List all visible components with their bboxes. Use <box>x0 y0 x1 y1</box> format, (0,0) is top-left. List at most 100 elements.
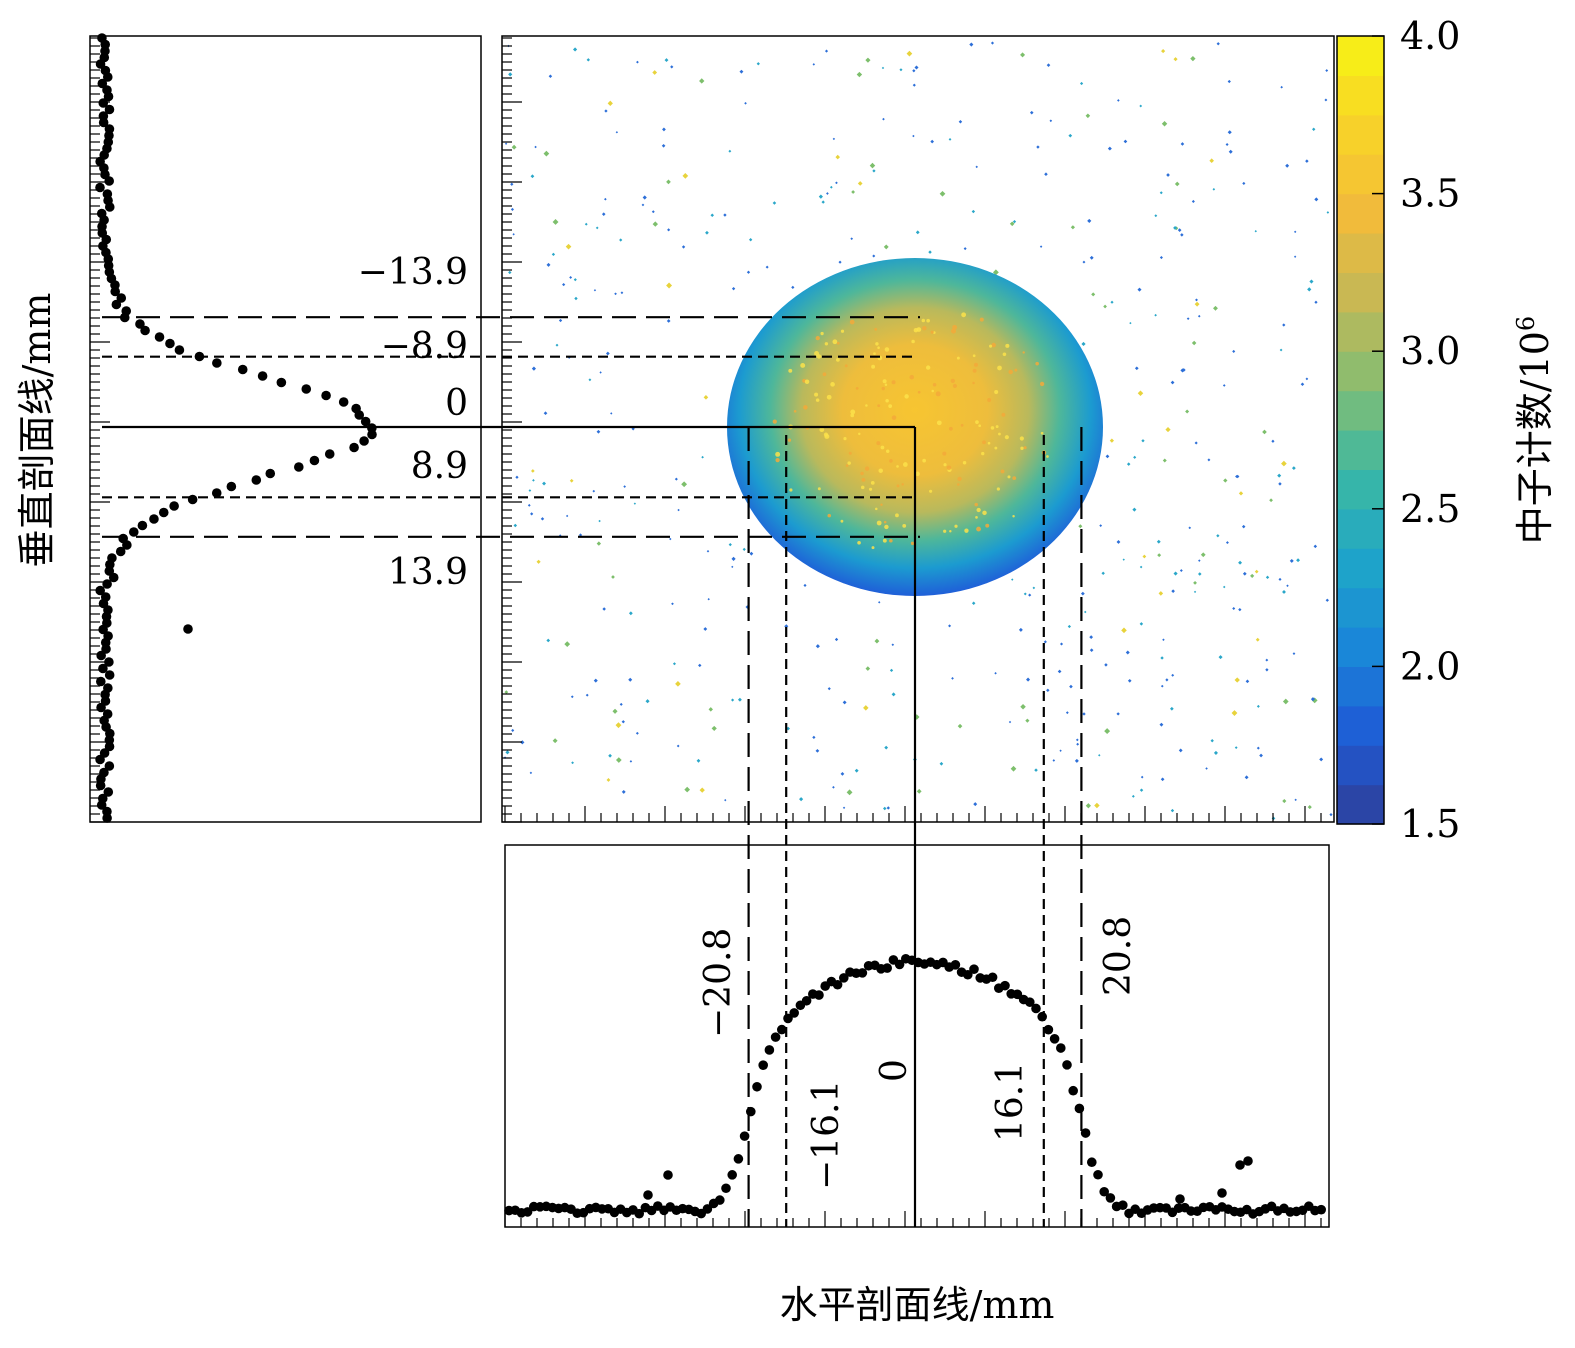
noise-speck <box>672 662 676 666</box>
noise-speck <box>504 690 509 695</box>
noise-speck <box>1234 677 1240 683</box>
colorbar-tick-label: 1.5 <box>1400 802 1460 846</box>
noise-speck <box>1205 767 1208 770</box>
noise-speck <box>772 201 777 205</box>
noise-speck <box>878 601 881 604</box>
noise-speck <box>1161 49 1166 54</box>
noise-speck <box>1294 798 1297 802</box>
noise-speck <box>891 692 896 697</box>
colorbar-frame <box>1336 35 1385 825</box>
noise-speck <box>508 72 513 77</box>
sparkle <box>922 326 927 331</box>
sparkle <box>997 365 1002 371</box>
noise-speck <box>540 517 545 521</box>
noise-speck <box>1127 678 1132 683</box>
noise-speck <box>948 624 952 628</box>
vprofile-point <box>257 371 268 381</box>
sparkle <box>981 451 985 456</box>
noise-speck <box>1190 55 1196 62</box>
noise-speck <box>1141 439 1145 443</box>
colorbar-segment <box>1337 272 1384 313</box>
colorbar-segment <box>1337 705 1384 746</box>
sparkle <box>1005 343 1010 348</box>
sparkle <box>987 441 991 445</box>
noise-speck <box>1075 738 1079 742</box>
noise-speck <box>555 343 559 347</box>
noise-speck <box>1312 127 1316 131</box>
noise-speck <box>1123 139 1128 144</box>
noise-speck <box>1134 366 1139 371</box>
hprofile-point <box>770 1032 781 1042</box>
noise-speck <box>1082 260 1086 264</box>
noise-speck <box>1137 287 1142 292</box>
noise-speck <box>1305 159 1309 163</box>
noise-speck <box>1289 558 1294 563</box>
hprofile-point <box>1087 1157 1097 1168</box>
sparkle <box>948 426 953 431</box>
noise-speck <box>684 786 691 793</box>
vprofile-point <box>251 475 262 485</box>
noise-speck <box>914 65 919 70</box>
noise-speck <box>584 222 588 226</box>
noise-speck <box>1265 575 1270 580</box>
sparkle <box>962 461 967 465</box>
noise-speck <box>854 768 859 773</box>
sparkle <box>815 398 820 402</box>
sparkle <box>950 378 956 384</box>
sparkle <box>1012 515 1015 518</box>
vprofile-point <box>102 813 112 823</box>
colorbar-tick-label: 4.0 <box>1400 14 1460 58</box>
noise-speck <box>543 411 548 416</box>
vprofile-point <box>183 624 193 634</box>
noise-speck <box>1292 652 1296 656</box>
sparkle <box>832 339 838 345</box>
noise-speck <box>1008 720 1012 724</box>
sparkle <box>902 524 907 528</box>
noise-speck <box>872 254 876 258</box>
sparkle <box>871 364 876 369</box>
sparkle <box>849 319 855 325</box>
sparkle <box>976 507 981 513</box>
noise-speck <box>731 556 736 561</box>
hprofile-point <box>894 959 905 970</box>
vprofile-point <box>98 624 108 635</box>
sparkle <box>1035 361 1039 366</box>
sparkle <box>995 425 999 429</box>
noise-speck <box>1020 703 1026 710</box>
horizontal-axis-title: 水平剖面线/mm <box>780 1283 1055 1327</box>
noise-speck <box>1069 684 1073 689</box>
noise-speck <box>872 169 876 173</box>
sparkle <box>857 540 861 545</box>
vprofile-point <box>359 436 369 446</box>
noise-speck <box>527 503 531 507</box>
noise-speck <box>1089 635 1094 639</box>
noise-speck <box>528 489 532 492</box>
sparkle <box>836 341 840 345</box>
noise-speck <box>803 583 807 587</box>
hprofile-point <box>950 960 961 970</box>
noise-speck <box>1165 678 1169 682</box>
noise-speck <box>1165 426 1171 433</box>
hprofile-point <box>1105 1193 1116 1203</box>
noise-speck <box>1254 569 1259 574</box>
vprofile-point <box>309 455 320 466</box>
hprofile-point <box>857 968 868 978</box>
noise-speck <box>1307 287 1312 292</box>
noise-speck <box>671 602 674 606</box>
vprofile-point <box>360 416 371 427</box>
noise-speck <box>610 412 613 415</box>
noise-speck <box>530 174 535 179</box>
noise-speck <box>604 109 608 113</box>
noise-speck <box>882 806 887 811</box>
noise-speck <box>612 708 618 714</box>
noise-speck <box>1231 710 1238 716</box>
noise-speck <box>749 551 754 556</box>
noise-speck <box>621 789 626 794</box>
noise-speck <box>1314 197 1319 202</box>
sparkle <box>817 487 821 491</box>
noise-speck <box>1310 697 1316 702</box>
noise-speck <box>602 607 606 611</box>
sparkle <box>845 464 849 467</box>
noise-speck <box>607 100 613 106</box>
sparkle <box>775 451 781 457</box>
